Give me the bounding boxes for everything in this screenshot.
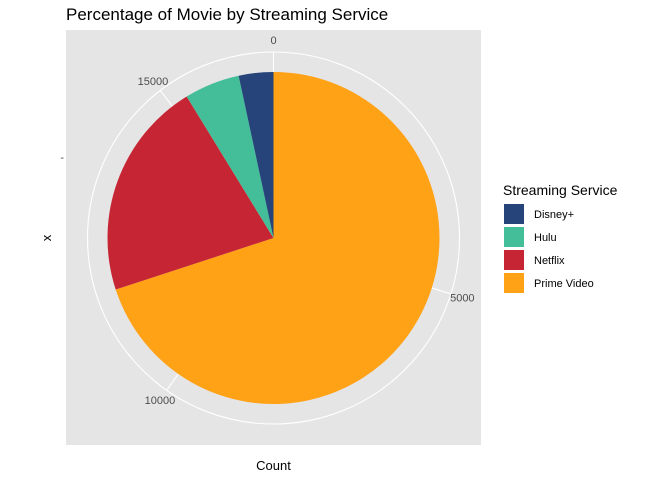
pie-slices (107, 72, 440, 405)
pie-slice-prime-video (115, 72, 440, 405)
legend-label: Netflix (534, 255, 565, 267)
legend-key (504, 250, 524, 270)
x-axis-label: Count (256, 458, 291, 473)
angle-tick-label: 5000 (450, 293, 474, 305)
pie-slice-hulu (186, 75, 274, 238)
angle-axis-ticks: 0 5000 10000 15000 (138, 35, 475, 407)
legend-label: Disney+ (534, 209, 574, 221)
legend-items: Disney+ Hulu Netflix Prime Video (504, 204, 594, 293)
y-axis-label: x (39, 234, 54, 241)
legend: Streaming Service Disney+ Hulu Netflix Prim… (503, 182, 618, 293)
angle-tick-label: 15000 (138, 76, 169, 88)
pie-slice-netflix (107, 96, 274, 290)
chart-title: Percentage of Movie by Streaming Service (66, 5, 388, 24)
legend-title: Streaming Service (503, 182, 618, 198)
legend-key (504, 227, 524, 247)
legend-label: Prime Video (534, 278, 594, 290)
pie-slice-disney (238, 72, 274, 238)
legend-key (504, 273, 524, 293)
angle-tick-label: 10000 (145, 395, 176, 407)
legend-key (504, 204, 524, 224)
y-tick-label: - (60, 152, 64, 164)
legend-label: Hulu (534, 232, 557, 244)
angle-tick-label: 0 (270, 35, 276, 47)
